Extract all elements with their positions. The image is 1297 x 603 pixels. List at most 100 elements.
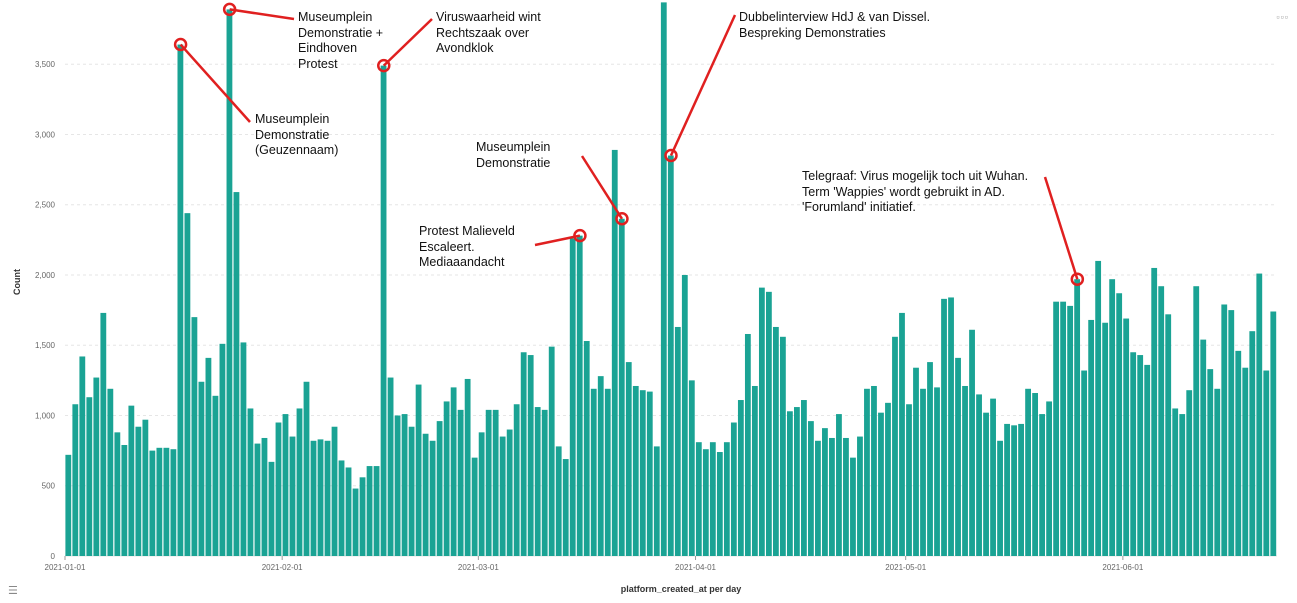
bar	[843, 437, 849, 556]
bar	[534, 407, 541, 556]
bar	[429, 440, 436, 556]
bar	[702, 449, 709, 556]
bar	[485, 409, 492, 556]
bar	[1256, 273, 1263, 556]
bar	[1165, 314, 1172, 556]
annotation-label: Dubbelinterview HdJ & van Dissel. Bespre…	[739, 10, 931, 40]
bar	[1235, 350, 1242, 556]
bar	[149, 450, 156, 556]
bar	[948, 297, 954, 556]
bar	[913, 367, 919, 556]
y-tick-label: 2,000	[35, 271, 56, 280]
annotation-leader	[580, 155, 624, 220]
bar	[695, 442, 702, 556]
annotation-marker	[377, 58, 391, 73]
bar	[997, 440, 1003, 556]
bar	[499, 436, 506, 556]
bar	[555, 446, 562, 556]
bar	[191, 317, 198, 556]
annotation-leader	[669, 14, 737, 157]
bar	[955, 357, 961, 556]
bar	[464, 378, 471, 556]
bar	[114, 432, 121, 556]
bar	[681, 274, 688, 556]
y-tick-label: 2,500	[35, 201, 56, 210]
bar	[1102, 322, 1109, 556]
bar	[1018, 423, 1024, 556]
bar	[401, 414, 408, 556]
bar	[983, 412, 989, 556]
annotation-leader	[179, 43, 251, 123]
bar	[744, 333, 751, 556]
x-tick-label: 2021-05-01	[885, 563, 926, 572]
bar	[422, 433, 429, 556]
bar	[93, 377, 100, 556]
bar	[653, 446, 660, 556]
annotation-marker	[1070, 272, 1085, 286]
bar	[1137, 355, 1144, 556]
bar	[646, 391, 653, 556]
bar	[240, 342, 247, 556]
y-tick-label: 3,000	[35, 130, 56, 139]
bar	[1004, 423, 1010, 556]
bar	[660, 2, 667, 556]
bar	[1109, 279, 1116, 556]
bar	[366, 466, 373, 556]
annotation-leader	[382, 18, 433, 67]
bar	[716, 452, 723, 556]
bar	[387, 377, 394, 556]
bar	[1158, 286, 1165, 556]
bar	[822, 428, 828, 556]
annotation-label: Viruswaarheid wint Rechtszaak over Avond…	[436, 10, 541, 55]
bar	[184, 213, 191, 556]
bar	[527, 355, 534, 556]
x-axis-title: platform_created_at per day	[621, 584, 742, 594]
bar	[576, 235, 583, 556]
bar	[380, 65, 387, 556]
bar	[1032, 393, 1039, 556]
bar	[177, 44, 184, 557]
bar	[1221, 304, 1228, 556]
bar	[1060, 301, 1067, 556]
bar	[597, 376, 604, 556]
bar	[520, 352, 527, 556]
bar	[850, 457, 856, 556]
bar	[730, 422, 737, 556]
bar	[885, 402, 891, 556]
bar	[1088, 319, 1095, 556]
bar	[205, 357, 212, 556]
bar	[569, 238, 576, 556]
y-tick-label: 3,500	[35, 60, 56, 69]
bar	[1067, 305, 1074, 556]
bar	[324, 440, 331, 556]
bar	[296, 408, 303, 556]
bar	[282, 414, 289, 556]
bar	[920, 388, 926, 556]
bar	[1200, 339, 1207, 556]
bar	[709, 442, 716, 556]
bar	[226, 9, 233, 556]
bar	[1263, 370, 1270, 556]
bar	[79, 356, 86, 556]
bar	[373, 466, 380, 556]
bar	[1207, 369, 1214, 556]
bar	[457, 409, 464, 556]
bar	[934, 387, 940, 556]
bar	[247, 408, 254, 556]
bar	[779, 336, 786, 556]
more-options-button[interactable]: ▫▫▫	[1276, 12, 1289, 22]
bar	[667, 155, 674, 557]
bar	[331, 426, 338, 556]
bar	[1025, 388, 1031, 556]
bar	[254, 443, 261, 556]
bar	[1095, 260, 1102, 556]
x-tick-label: 2021-02-01	[262, 563, 303, 572]
list-icon[interactable]: ☰	[8, 585, 18, 597]
bar	[1074, 279, 1081, 556]
bar	[541, 409, 548, 556]
bar	[737, 400, 744, 556]
bar	[1186, 390, 1193, 556]
bar	[156, 447, 163, 556]
bar	[899, 312, 905, 556]
